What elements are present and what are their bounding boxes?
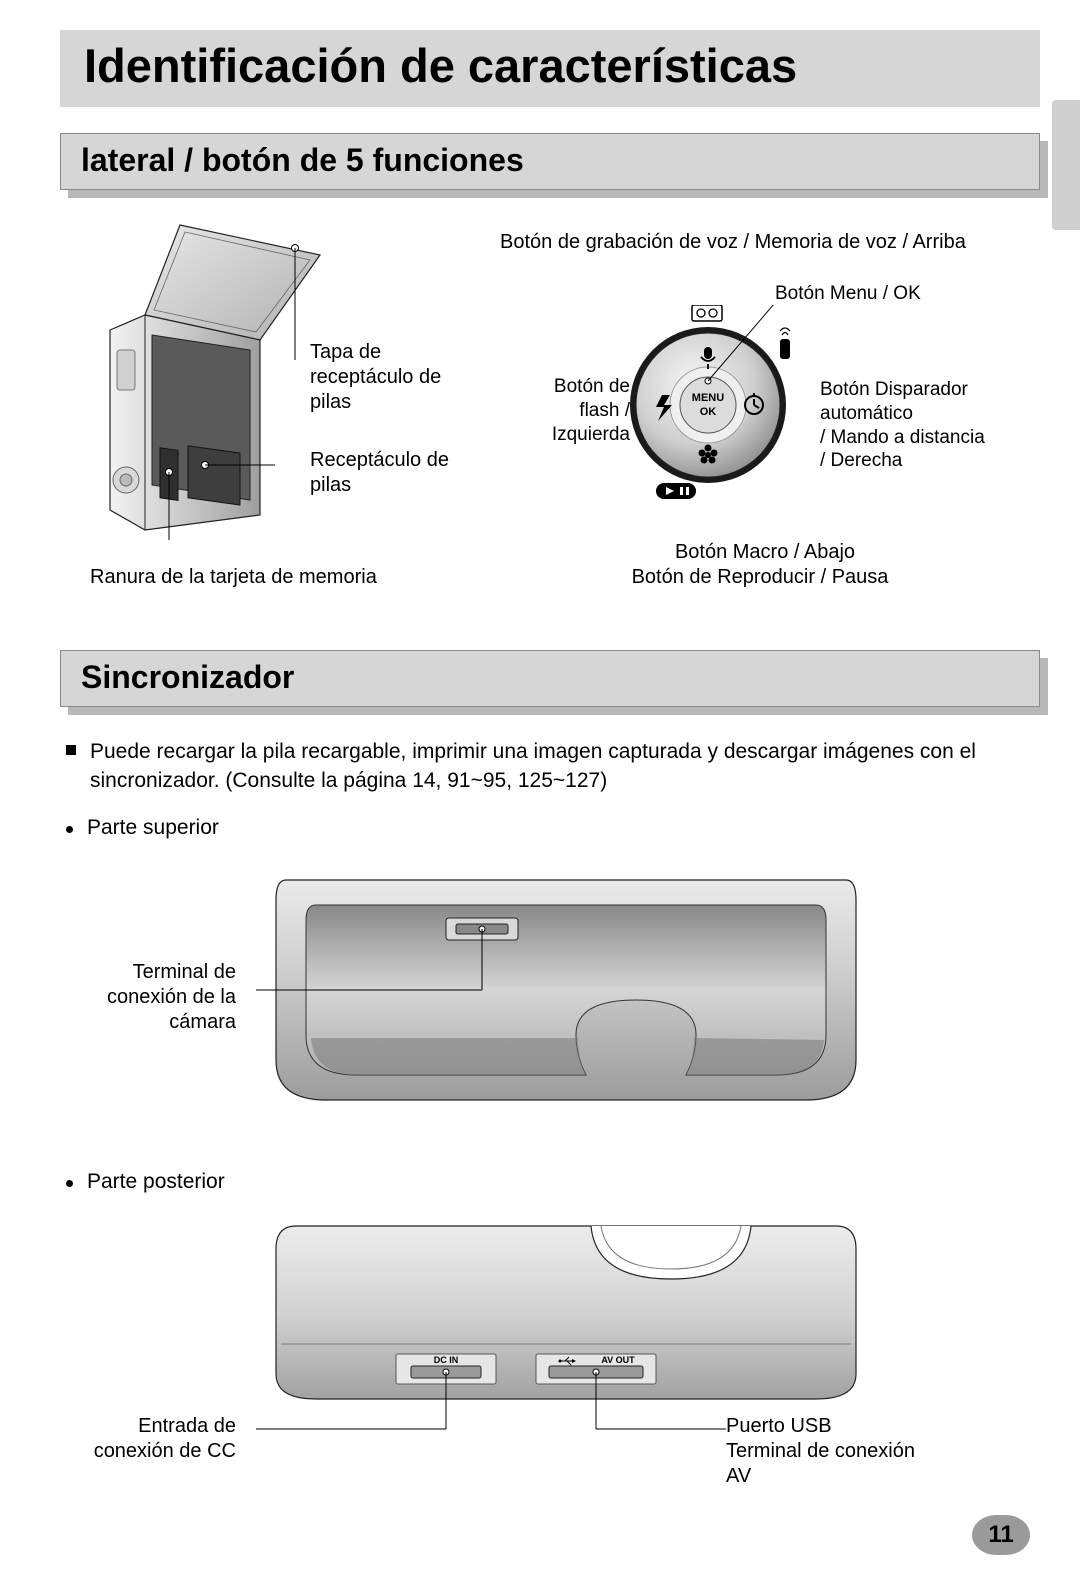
- rear-label-row: Parte posterior: [66, 1170, 1034, 1194]
- section1-heading: lateral / botón de 5 funciones: [81, 142, 1019, 179]
- intro-row: Puede recargar la pila recargable, impri…: [66, 737, 1034, 796]
- camera-svg: [90, 220, 340, 540]
- label-pad-top: Botón de grabación de voz / Memoria de v…: [500, 230, 1040, 255]
- dock-rear-svg: DC IN AV OUT: [256, 1214, 876, 1444]
- section2-body: Puede recargar la pila recargable, impri…: [60, 737, 1040, 1494]
- section2-header: Sincronizador: [60, 650, 1040, 707]
- dock-top-illustration: Terminal de conexión de la cámara: [66, 860, 1034, 1160]
- label-pad-left: Botón de flash / Izquierda: [530, 375, 630, 446]
- pad-center-menu: MENU: [692, 392, 724, 404]
- dock-top-svg: [256, 860, 876, 1120]
- square-bullet-icon: [66, 745, 76, 755]
- intro-text: Puede recargar la pila recargable, impri…: [90, 737, 1034, 796]
- label-battery-holder: Receptáculo de pilas: [310, 448, 470, 498]
- svg-text:AV OUT: AV OUT: [601, 1355, 635, 1365]
- section2-heading: Sincronizador: [81, 659, 1019, 696]
- dot-bullet-icon: [66, 1180, 73, 1187]
- dock-rear-illustration: DC IN AV OUT Entrada de conexión de CC P…: [66, 1214, 1034, 1494]
- top-label-row: Parte superior: [66, 816, 1034, 840]
- camera-illustration: Tapa de receptáculo de pilas Receptáculo…: [90, 220, 510, 620]
- svg-text:DC IN: DC IN: [434, 1355, 459, 1365]
- page-number: 11: [972, 1515, 1030, 1555]
- controlpad-svg: MENU OK: [620, 305, 810, 525]
- label-battery-cover: Tapa de receptáculo de pilas: [310, 340, 470, 415]
- page-title: Identificación de características: [84, 38, 1016, 93]
- pad-center-ok: OK: [700, 406, 717, 418]
- section1-header: lateral / botón de 5 funciones: [60, 133, 1040, 190]
- label-pad-right: Botón Disparador automático / Mando a di…: [820, 378, 1015, 473]
- label-pad-bottom2: Botón de Reproducir / Pausa: [560, 565, 960, 590]
- controlpad-illustration: Botón de grabación de voz / Memoria de v…: [500, 220, 1040, 620]
- label-pad-bottom1: Botón Macro / Abajo: [590, 540, 940, 565]
- label-usb-av: Puerto USB Terminal de conexión AV: [726, 1414, 926, 1489]
- label-pad-menu-ok: Botón Menu / OK: [775, 282, 925, 306]
- page-title-bar: Identificación de características: [60, 30, 1040, 107]
- page-side-tab: [1052, 100, 1080, 230]
- dot-bullet-icon: [66, 826, 73, 833]
- dock-top-label: Parte superior: [87, 816, 219, 840]
- label-dc-in: Entrada de conexión de CC: [66, 1414, 236, 1464]
- label-memory-slot: Ranura de la tarjeta de memoria: [90, 565, 420, 590]
- label-terminal: Terminal de conexión de la cámara: [66, 960, 236, 1035]
- section1-body: Tapa de receptáculo de pilas Receptáculo…: [60, 220, 1040, 630]
- dock-rear-label: Parte posterior: [87, 1170, 225, 1194]
